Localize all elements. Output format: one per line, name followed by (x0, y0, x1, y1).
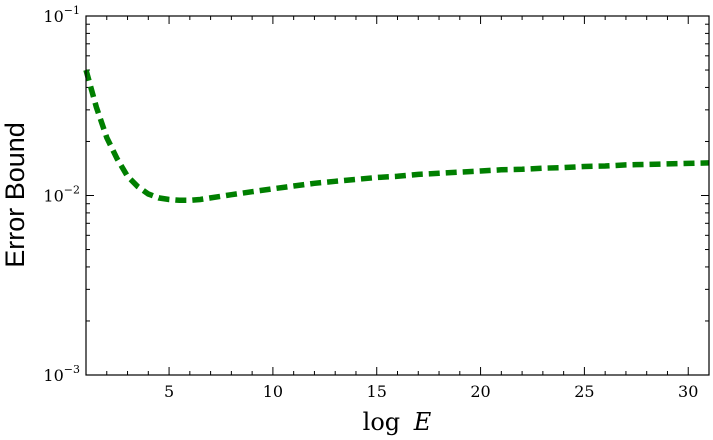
y-tick-label-base: 10 (43, 366, 63, 385)
y-tick-label-exponent: −1 (64, 4, 80, 17)
y-tick-label-exponent: −2 (64, 184, 80, 197)
x-tick-label: 20 (470, 382, 490, 401)
series-line (83, 69, 710, 204)
y-tick-label-base: 10 (43, 7, 63, 26)
x-tick-label: 30 (678, 382, 698, 401)
x-axis-label: log E (363, 408, 432, 436)
x-tick-label: 15 (367, 382, 387, 401)
y-tick-label: 10−3 (43, 363, 80, 385)
x-tick-label: 10 (263, 382, 283, 401)
y-tick-label: 10−1 (43, 4, 80, 26)
y-tick-label-exponent: −3 (64, 363, 80, 376)
y-tick-label-base: 10 (43, 187, 63, 206)
x-axis-label-variable: E (413, 408, 432, 436)
plot-frame (85, 15, 710, 376)
y-axis-label: Error Bound (0, 122, 30, 268)
x-tick-label: 25 (574, 382, 594, 401)
series-group (83, 69, 710, 204)
y-tick-label: 10−2 (43, 184, 80, 206)
x-axis-label-prefix: log (363, 408, 401, 436)
axis-ticks (85, 15, 710, 376)
x-tick-label: 5 (164, 382, 174, 401)
